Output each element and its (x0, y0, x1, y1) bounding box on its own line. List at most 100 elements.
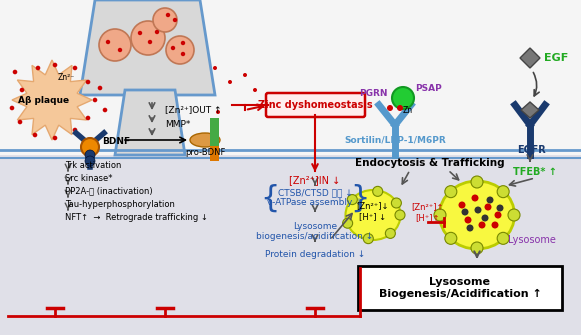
Circle shape (153, 8, 177, 32)
Ellipse shape (346, 190, 400, 240)
Circle shape (343, 218, 353, 228)
Circle shape (173, 18, 177, 22)
Text: Lysosome: Lysosome (508, 235, 556, 245)
Circle shape (485, 203, 492, 210)
Text: Lysosome
Biogenesis/Acidification ↑: Lysosome Biogenesis/Acidification ↑ (379, 277, 541, 299)
Circle shape (166, 13, 170, 17)
Text: Zn: Zn (403, 106, 413, 115)
Circle shape (475, 206, 482, 213)
Circle shape (445, 232, 457, 244)
Text: Zinc dyshomeostasis: Zinc dyshomeostasis (258, 100, 372, 110)
Circle shape (98, 86, 102, 90)
Circle shape (461, 208, 468, 215)
Circle shape (17, 120, 22, 124)
Circle shape (181, 52, 185, 56)
Circle shape (392, 198, 401, 208)
Polygon shape (80, 0, 215, 95)
Text: MMP*: MMP* (165, 120, 191, 129)
Text: [Zn²⁺]IN ↓: [Zn²⁺]IN ↓ (289, 175, 340, 185)
Circle shape (213, 66, 217, 70)
Circle shape (85, 156, 95, 166)
Circle shape (243, 73, 247, 77)
Ellipse shape (190, 133, 220, 147)
Circle shape (385, 228, 395, 239)
Circle shape (387, 105, 393, 111)
Polygon shape (520, 48, 540, 68)
Text: Src kinase*: Src kinase* (65, 174, 113, 183)
Text: Endocytosis & Trafficking: Endocytosis & Trafficking (355, 158, 505, 168)
Circle shape (99, 29, 131, 61)
Circle shape (73, 128, 77, 132)
Circle shape (347, 195, 357, 205)
Text: Aβ plaque: Aβ plaque (19, 95, 70, 105)
Circle shape (171, 46, 175, 50)
Text: TFEB* ↑: TFEB* ↑ (513, 167, 557, 177)
Circle shape (73, 66, 77, 70)
Circle shape (33, 133, 37, 137)
Circle shape (138, 31, 142, 35)
Circle shape (372, 186, 383, 196)
Circle shape (497, 204, 504, 211)
Text: Zn²⁻: Zn²⁻ (58, 73, 74, 82)
Bar (210, 118, 219, 146)
Circle shape (53, 63, 58, 67)
Circle shape (471, 176, 483, 188)
Circle shape (395, 210, 405, 220)
Text: BDNF: BDNF (102, 136, 130, 145)
Circle shape (458, 201, 465, 208)
Polygon shape (12, 60, 92, 140)
Circle shape (392, 87, 414, 109)
Text: NFT↑  →  Retrograde trafficking ↓: NFT↑ → Retrograde trafficking ↓ (65, 212, 208, 221)
Text: Sortilin/LRP-1/M6PR: Sortilin/LRP-1/M6PR (344, 135, 446, 144)
Text: pro-BDNF: pro-BDNF (185, 148, 225, 157)
Circle shape (103, 108, 107, 112)
Text: v-ATPase assembly ↓: v-ATPase assembly ↓ (267, 198, 363, 206)
Text: [Zn²⁺]↓
[H⁺] ↓: [Zn²⁺]↓ [H⁺] ↓ (357, 201, 389, 221)
Circle shape (363, 233, 374, 244)
Circle shape (86, 80, 90, 84)
Circle shape (397, 105, 403, 111)
Circle shape (106, 40, 110, 44)
Circle shape (20, 88, 24, 92)
Text: PSAP: PSAP (415, 83, 442, 92)
FancyBboxPatch shape (266, 93, 365, 117)
Circle shape (131, 21, 165, 55)
Circle shape (85, 150, 95, 160)
Text: Protein degradation ↓: Protein degradation ↓ (265, 250, 365, 259)
Circle shape (86, 116, 90, 120)
Circle shape (93, 98, 97, 102)
Circle shape (155, 30, 159, 34)
Text: EGF: EGF (544, 53, 568, 63)
Circle shape (467, 224, 474, 231)
FancyBboxPatch shape (358, 266, 562, 310)
Text: {: { (260, 184, 279, 212)
Text: Tau-hyperphosphorylation: Tau-hyperphosphorylation (65, 200, 175, 208)
Circle shape (479, 221, 486, 228)
Text: Trk activation: Trk activation (65, 160, 121, 170)
Bar (0, 155, 581, 335)
Circle shape (472, 195, 479, 201)
Text: PGRN: PGRN (358, 88, 388, 97)
Text: CTSB/CTSD 발현 ↓: CTSB/CTSD 발현 ↓ (278, 189, 352, 198)
Circle shape (471, 242, 483, 254)
Text: }: } (350, 184, 370, 212)
Circle shape (492, 221, 498, 228)
Circle shape (148, 40, 152, 44)
Text: Lysosome
biogenesis/acidification ↓: Lysosome biogenesis/acidification ↓ (256, 222, 374, 242)
Circle shape (53, 136, 58, 140)
Circle shape (81, 138, 99, 156)
Text: PP2A-ⓟ (inactivation): PP2A-ⓟ (inactivation) (65, 187, 153, 196)
Circle shape (228, 80, 232, 84)
Circle shape (10, 106, 15, 110)
Circle shape (494, 211, 501, 218)
Circle shape (216, 110, 220, 114)
Circle shape (434, 209, 446, 221)
Circle shape (508, 209, 520, 221)
Circle shape (482, 214, 489, 221)
Circle shape (166, 36, 194, 64)
Circle shape (181, 41, 185, 45)
Circle shape (253, 88, 257, 92)
Circle shape (486, 197, 493, 203)
Circle shape (118, 48, 122, 52)
Circle shape (445, 186, 457, 198)
